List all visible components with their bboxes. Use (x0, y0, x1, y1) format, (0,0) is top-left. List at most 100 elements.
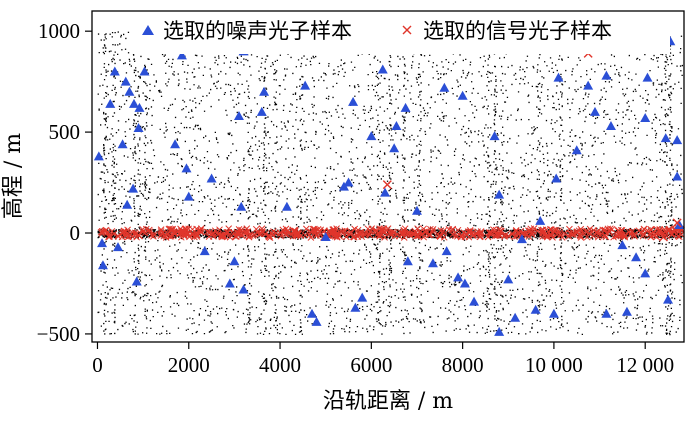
legend-background (130, 16, 670, 54)
y-axis-ticks: −500 0 500 1000 (37, 19, 92, 346)
y-tick-label: 500 (49, 120, 81, 144)
noise-sample-point (391, 121, 402, 131)
noise-sample-point (320, 232, 331, 242)
noise-sample-point (307, 308, 318, 318)
noise-sample-point (510, 312, 521, 322)
noise-sample-point (113, 242, 124, 252)
noise-sample-point (238, 284, 249, 294)
noise-sample-point (256, 106, 267, 116)
noise-sample-point (605, 121, 616, 131)
signal-photon-band (97, 225, 685, 241)
noise-sample-point (224, 278, 235, 288)
background-photon-points (97, 31, 683, 336)
noise-sample-point (640, 112, 651, 122)
noise-sample-point (170, 139, 181, 149)
noise-sample-point (233, 110, 244, 120)
noise-sample-point (469, 296, 480, 306)
noise-sample-point (530, 304, 541, 314)
noise-sample-point (457, 90, 468, 100)
noise-sample-point (551, 173, 562, 183)
noise-sample-point (134, 102, 145, 112)
noise-sample-point (128, 98, 139, 108)
noise-sample-point (380, 187, 391, 197)
y-tick-label: 1000 (38, 19, 80, 43)
noise-sample-point (122, 199, 133, 209)
noise-sample-point (553, 72, 564, 82)
noise-sample-point (311, 316, 322, 326)
noise-sample-point (236, 201, 247, 211)
x-tick-label: 12 000 (616, 353, 674, 377)
noise-sample-point (453, 272, 464, 282)
noise-sample-point (300, 80, 311, 90)
noise-sample-point (105, 98, 116, 108)
noise-sample-point (389, 143, 400, 153)
noise-sample-point (229, 256, 240, 266)
legend-signal-label: 选取的信号光子样本 (423, 19, 612, 43)
noise-sample-point (124, 86, 135, 96)
x-tick-label: 4000 (259, 353, 301, 377)
noise-sample-point (139, 66, 150, 76)
signal-sample-point (672, 218, 682, 228)
noise-sample-point (402, 256, 413, 266)
noise-sample-point (589, 106, 600, 116)
noise-sample-point (176, 50, 187, 60)
legend-noise-label: 选取的噪声光子样本 (163, 19, 352, 43)
noise-sample-point (439, 82, 450, 92)
noise-sample-point (400, 102, 411, 112)
signal-sample-point (658, 232, 668, 242)
noise-sample-point (117, 139, 128, 149)
noise-sample-point (672, 171, 683, 181)
noise-sample-point (206, 173, 217, 183)
noise-sample-point (660, 133, 671, 143)
noise-sample-point (571, 145, 582, 155)
noise-sample-point (535, 215, 546, 225)
noise-sample-point (133, 123, 144, 133)
x-tick-label: 8000 (442, 353, 484, 377)
x-tick-label: 2000 (168, 353, 210, 377)
noise-sample-point (348, 96, 359, 106)
ground-band-signal-marks (97, 225, 685, 241)
noise-sample-point (672, 135, 683, 145)
noise-sample-point (259, 86, 270, 96)
noise-sample-point (183, 191, 194, 201)
noise-sample-point (663, 294, 674, 304)
x-tick-label: 10 000 (525, 353, 583, 377)
noise-sample-point (343, 177, 354, 187)
legend: 选取的噪声光子样本 选取的信号光子样本 (130, 16, 670, 54)
background-points-path (97, 31, 683, 336)
noise-sample-point (199, 246, 210, 256)
noise-sample-point (350, 302, 361, 312)
x-axis-ticks: 0 2000 4000 6000 8000 10 000 12 000 (92, 342, 674, 377)
noise-sample-point (377, 64, 388, 74)
x-tick-label: 6000 (350, 353, 392, 377)
noise-sample-point (617, 240, 628, 250)
noise-sample-point (181, 163, 192, 173)
y-tick-label: 0 (70, 221, 81, 245)
noise-sample-point (601, 308, 612, 318)
noise-sample-point (97, 238, 108, 248)
noise-sample-point (109, 66, 120, 76)
noise-sample-point (516, 234, 527, 244)
noise-sample-point (601, 70, 612, 80)
x-tick-label: 0 (92, 353, 103, 377)
noise-sample-point (642, 72, 653, 82)
signal-sample-point (382, 180, 392, 190)
noise-sample-point (548, 308, 559, 318)
legend-noise-marker-icon (142, 25, 154, 35)
noise-sample-point (621, 306, 632, 316)
noise-sample-point (494, 189, 505, 199)
noise-sample-point (357, 292, 368, 302)
noise-sample-point (631, 252, 642, 262)
noise-sample-point (489, 131, 500, 141)
plot-frame (91, 10, 685, 343)
noise-sample-point (640, 268, 651, 278)
noise-sample-point (120, 76, 131, 86)
noise-sample-point (503, 274, 514, 284)
noise-sample-point (97, 260, 108, 270)
noise-sample-point (427, 258, 438, 268)
signal-sample-point (289, 226, 299, 236)
y-axis-title: 高程 / m (1, 133, 26, 219)
noise-sample-point (494, 326, 505, 336)
noise-sample-point (411, 205, 422, 215)
